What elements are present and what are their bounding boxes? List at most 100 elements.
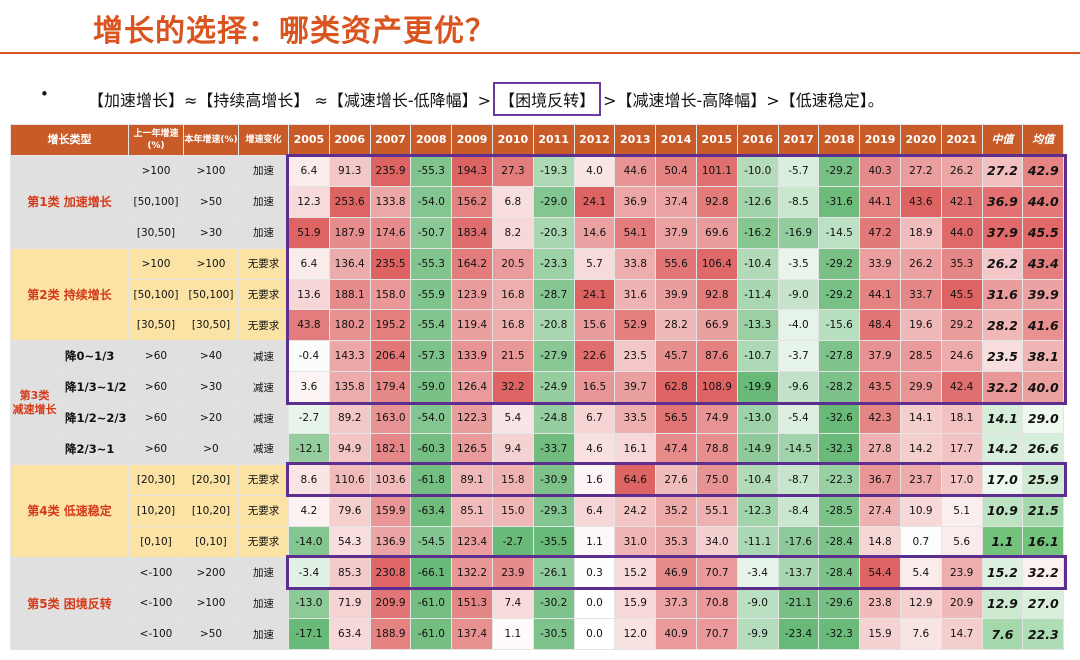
header-year-2019: 2019 xyxy=(859,124,901,156)
value-cell-2015: 70.7 xyxy=(695,556,738,589)
value-cell-2011: -20.3 xyxy=(532,216,575,249)
mean-cell: 25.9 xyxy=(1022,463,1065,496)
value-cell-2016: -12.6 xyxy=(736,185,779,218)
value-cell-2007: 174.6 xyxy=(369,216,412,249)
value-cell-2014: 37.4 xyxy=(655,185,697,218)
value-cell-2021: 20.9 xyxy=(940,587,983,620)
value-cell-2005: 12.3 xyxy=(288,185,330,218)
value-cell-2015: 92.8 xyxy=(695,278,738,311)
value-cell-2020: 18.9 xyxy=(899,216,942,249)
value-cell-2016: -10.7 xyxy=(736,340,779,373)
value-cell-2015: 87.6 xyxy=(695,340,738,373)
median-cell: 28.2 xyxy=(981,309,1024,342)
value-cell-2017: -3.7 xyxy=(777,340,820,373)
value-cell-2008: -60.3 xyxy=(410,433,453,465)
value-cell-2007: 163.0 xyxy=(369,402,412,435)
value-cell-2019: 27.4 xyxy=(859,494,901,527)
value-cell-2012: 16.5 xyxy=(573,371,616,404)
curr-growth-cell: >50 xyxy=(183,618,239,651)
value-cell-2013: 64.6 xyxy=(614,463,657,496)
value-cell-2019: 27.8 xyxy=(859,433,901,465)
value-cell-2014: 37.9 xyxy=(655,216,697,249)
value-cell-2006: 85.3 xyxy=(328,556,371,589)
value-cell-2017: -16.9 xyxy=(777,216,820,249)
value-cell-2012: 15.6 xyxy=(573,309,616,342)
value-cell-2007: 133.8 xyxy=(369,185,412,218)
curr-growth-cell: >100 xyxy=(183,155,239,187)
value-cell-2019: 43.5 xyxy=(859,371,901,404)
mean-cell: 26.6 xyxy=(1022,433,1065,465)
prev-growth-cell: >100 xyxy=(128,155,184,187)
value-cell-2008: -66.1 xyxy=(410,556,453,589)
value-cell-2011: -19.3 xyxy=(532,155,575,187)
value-cell-2008: -59.0 xyxy=(410,371,453,404)
value-cell-2016: -14.9 xyxy=(736,433,779,465)
mean-cell: 22.3 xyxy=(1022,618,1065,651)
value-cell-2010: 16.8 xyxy=(491,309,534,342)
value-cell-2011: -24.8 xyxy=(532,402,575,435)
value-cell-2016: -16.2 xyxy=(736,216,779,249)
mean-cell: 44.0 xyxy=(1022,185,1065,218)
value-cell-2015: 70.8 xyxy=(695,587,738,620)
median-cell: 32.2 xyxy=(981,371,1024,404)
group-label-3: 第3类 减速增长 xyxy=(10,340,59,465)
median-cell: 36.9 xyxy=(981,185,1024,218)
value-cell-2009: 156.2 xyxy=(451,185,493,218)
value-cell-2006: 71.9 xyxy=(328,587,371,620)
prev-growth-cell: [20,30] xyxy=(128,463,184,496)
value-cell-2020: 5.4 xyxy=(899,556,942,589)
header-year-2015: 2015 xyxy=(695,124,738,156)
value-cell-2020: 28.5 xyxy=(899,340,942,373)
value-cell-2016: -13.0 xyxy=(736,402,779,435)
median-cell: 31.6 xyxy=(981,278,1024,311)
growth-change-cell: 加速 xyxy=(238,618,289,651)
value-cell-2013: 44.6 xyxy=(614,155,657,187)
header-year-2013: 2013 xyxy=(614,124,657,156)
value-cell-2008: -63.4 xyxy=(410,494,453,527)
median-cell: 14.2 xyxy=(981,433,1024,465)
value-cell-2008: -61.0 xyxy=(410,587,453,620)
value-cell-2009: 119.4 xyxy=(451,309,493,342)
value-cell-2007: 235.9 xyxy=(369,155,412,187)
prev-growth-cell: >60 xyxy=(128,402,184,435)
value-cell-2007: 136.9 xyxy=(369,525,412,558)
table-row: 第1类 加速增长 >100 >100 加速 6.4 91.3 235.9 -55.3 194.3… xyxy=(10,155,1065,249)
value-cell-2021: 14.7 xyxy=(940,618,983,651)
value-cell-2006: 54.3 xyxy=(328,525,371,558)
value-cell-2011: -29.0 xyxy=(532,185,575,218)
value-cell-2010: 5.4 xyxy=(491,402,534,435)
value-cell-2007: 195.2 xyxy=(369,309,412,342)
value-cell-2021: 35.3 xyxy=(940,247,983,280)
value-cell-2018: -28.4 xyxy=(818,525,861,558)
ranking-boxed-item: 【困境反转】 xyxy=(493,82,602,116)
value-cell-2011: -29.3 xyxy=(532,494,575,527)
value-cell-2005: -17.1 xyxy=(288,618,330,651)
value-cell-2018: -29.2 xyxy=(818,278,861,311)
growth-change-cell: 无要求 xyxy=(238,309,289,342)
prev-growth-cell: <-100 xyxy=(128,587,184,620)
value-cell-2010: 6.8 xyxy=(491,185,534,218)
value-cell-2021: 42.4 xyxy=(940,371,983,404)
value-cell-2021: 17.7 xyxy=(940,433,983,465)
value-cell-2015: 55.1 xyxy=(695,494,738,527)
mean-cell: 29.0 xyxy=(1022,402,1065,435)
value-cell-2010: 15.0 xyxy=(491,494,534,527)
value-cell-2005: 4.2 xyxy=(288,494,330,527)
median-cell: 17.0 xyxy=(981,463,1024,496)
value-cell-2017: -9.0 xyxy=(777,278,820,311)
header-year-2014: 2014 xyxy=(655,124,697,156)
value-cell-2011: -30.9 xyxy=(532,463,575,496)
value-cell-2007: 179.4 xyxy=(369,371,412,404)
prev-growth-cell: <-100 xyxy=(128,556,184,589)
subgroup-label: 降0~1/3 xyxy=(58,340,129,373)
value-cell-2005: 51.9 xyxy=(288,216,330,249)
value-cell-2006: 188.1 xyxy=(328,278,371,311)
header-year-2007: 2007 xyxy=(369,124,412,156)
value-cell-2009: 137.4 xyxy=(451,618,493,651)
header-curr-growth: 本年增速(%) xyxy=(183,124,239,156)
value-cell-2019: 47.2 xyxy=(859,216,901,249)
curr-growth-cell: >30 xyxy=(183,216,239,249)
value-cell-2005: 8.6 xyxy=(288,463,330,496)
value-cell-2008: -54.0 xyxy=(410,402,453,435)
value-cell-2005: -3.4 xyxy=(288,556,330,589)
